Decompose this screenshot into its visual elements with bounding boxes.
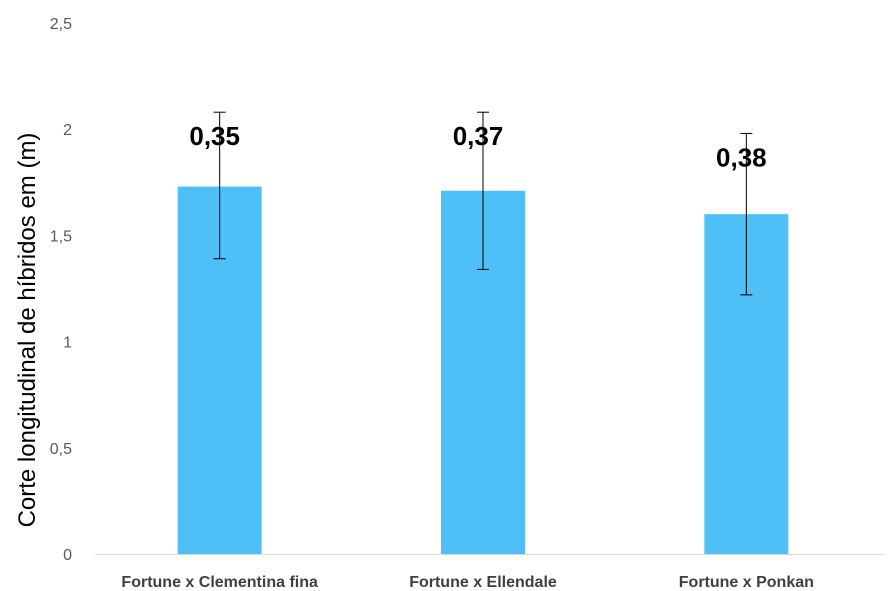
y-tick-label: 2 bbox=[63, 122, 72, 139]
data-label: 0,38 bbox=[716, 142, 767, 172]
data-label: 0,37 bbox=[453, 121, 504, 151]
x-tick-label: Fortune x Clementina fina bbox=[121, 574, 318, 591]
y-tick-label: 0,5 bbox=[50, 441, 72, 458]
data-label: 0,35 bbox=[189, 121, 240, 151]
data-labels-group: 0,35 0,37 0,38 bbox=[189, 121, 766, 172]
error-bars-group bbox=[213, 111, 753, 296]
y-axis-label: Corte longitudinal de híbridos em (m) bbox=[14, 133, 41, 528]
x-axis-ticks: Fortune x Clementina fina Fortune x Ellen… bbox=[121, 574, 813, 591]
x-tick-label: Fortune x Ponkan bbox=[679, 574, 814, 591]
x-tick-label: Fortune x Ellendale bbox=[409, 574, 557, 591]
y-tick-label: 2,5 bbox=[50, 16, 72, 33]
y-tick-label: 1,5 bbox=[50, 228, 72, 245]
y-tick-label: 1 bbox=[63, 335, 72, 352]
y-axis-ticks: 0 0,5 1 1,5 2 2,5 bbox=[50, 16, 72, 564]
error-bar bbox=[477, 111, 489, 270]
error-bar bbox=[213, 111, 226, 260]
y-tick-label: 0 bbox=[63, 547, 72, 564]
error-bar bbox=[740, 132, 753, 296]
y-axis-label-group: Corte longitudinal de híbridos em (m) bbox=[14, 133, 41, 528]
